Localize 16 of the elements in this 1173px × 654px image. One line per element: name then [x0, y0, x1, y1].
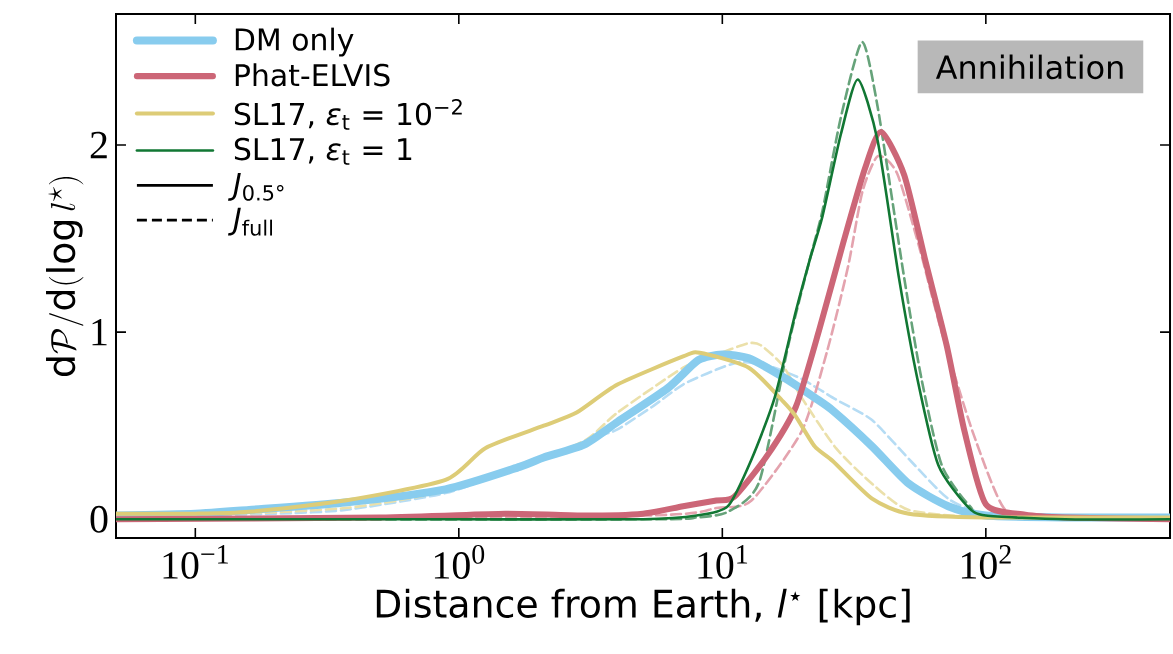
x-axis-title: Distance from Earth, l$^{⋆}$ [kpc] — [376, 588, 910, 626]
annotation: Annihilation — [935, 54, 1123, 80]
y-axis-title: $\mathrm{d}\mathcal{P}/\mathrm{d}(\log l^{\star})$ — [46, 176, 84, 377]
x-tick-label: 10$^{0}$ — [434, 545, 485, 579]
y-tick-label: 2 — [90, 131, 107, 159]
y-tick-label: 1 — [92, 318, 107, 346]
legend-label: J$_{full}$ — [228, 207, 273, 236]
legend-label: Phat-ELVIS — [235, 63, 390, 87]
x-tick-label: 10$^{1}$ — [698, 545, 748, 579]
y-tick-label: 0 — [90, 505, 108, 533]
x-tick-label: 10$^{2}$ — [961, 545, 1011, 579]
legend-label: J$_{0.5°}$ — [228, 172, 284, 201]
x-tick-label: 10$^{−1}$ — [163, 545, 228, 579]
legend-label: SL17, ε$_{t}$ = 1 — [234, 137, 412, 165]
legend-label: DM only — [235, 27, 354, 57]
legend-label: SL17, ε$_{t}$ = 10$^{−2}$ — [234, 98, 462, 130]
